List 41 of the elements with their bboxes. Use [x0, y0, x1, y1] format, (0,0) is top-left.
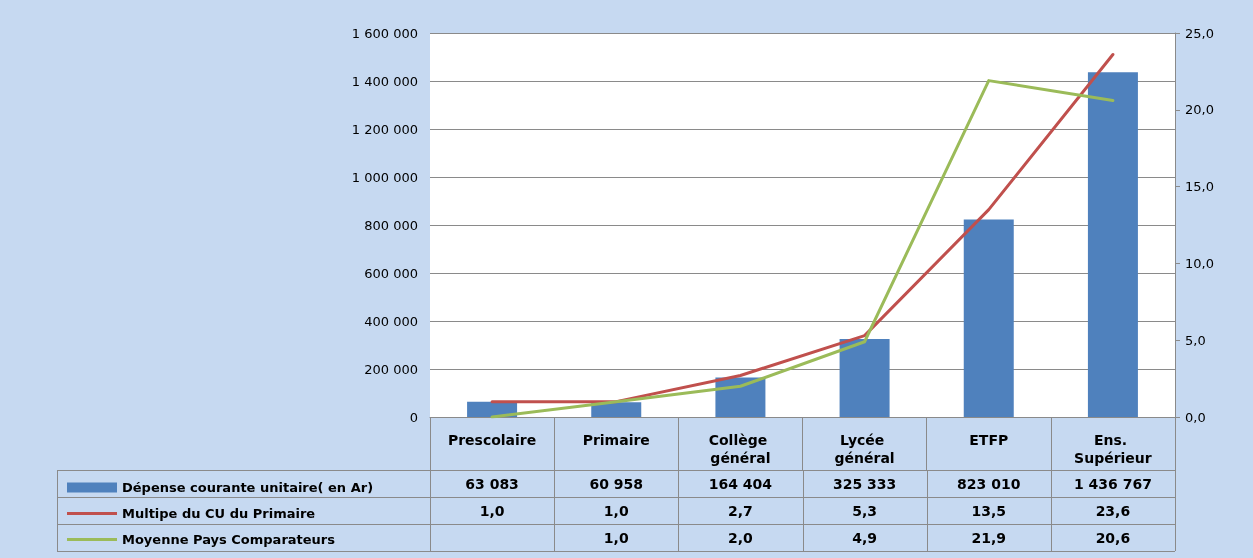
y-tick-label: 800 000 — [364, 217, 418, 233]
data-label: 2,0 — [727, 528, 754, 548]
y-tick-label: 1 600 000 — [351, 25, 418, 41]
y2-tick-label: 20,0 — [1185, 102, 1214, 118]
data-label: 1,0 — [478, 501, 506, 521]
data-label: 5,3 — [851, 501, 878, 521]
data-label: 23,6 — [1094, 501, 1132, 521]
y-tick-label: 400 000 — [364, 313, 418, 329]
y2-tick-label: 10,0 — [1185, 255, 1214, 271]
data-label: 63 083 — [464, 474, 520, 494]
data-label: 13,5 — [970, 501, 1007, 521]
data-label: 1 436 767 — [1072, 474, 1153, 494]
data-label: 1,0 — [602, 528, 630, 548]
y2-tick-label: 25,0 — [1185, 25, 1214, 41]
data-label: 325 333 — [831, 474, 898, 494]
x-tick-label: Ens. Supérieur — [1074, 432, 1152, 466]
y2-tick-label: 15,0 — [1185, 179, 1214, 195]
legend-label: Multipe du CU du Primaire — [122, 506, 316, 521]
x-tick-label: Primaire — [582, 432, 650, 448]
data-label: 20,6 — [1094, 528, 1132, 548]
y-tick-label: 200 000 — [364, 361, 418, 377]
legend-label: Moyenne Pays Comparateurs — [122, 532, 336, 547]
y2-tick-label: 5,0 — [1185, 332, 1206, 348]
y2-tick-label: 0,0 — [1185, 409, 1206, 425]
data-label: 823 010 — [956, 474, 1022, 494]
y-tick-label: 0 — [409, 409, 418, 425]
data-label: 4,9 — [851, 528, 878, 548]
y-tick-label: 1 400 000 — [351, 73, 418, 89]
data-label: 164 404 — [707, 474, 774, 494]
data-label: 21,9 — [970, 528, 1007, 548]
legend-label: Dépense courante unitaire( en Ar) — [122, 480, 374, 495]
x-tick-label: Prescolaire — [447, 432, 537, 448]
x-tick-label: Lycée général — [834, 432, 895, 466]
x-tick-label: Collège général — [708, 432, 773, 466]
data-label: 1,0 — [602, 501, 630, 521]
y-tick-label: 1 200 000 — [351, 121, 418, 137]
y-tick-label: 1 000 000 — [351, 169, 418, 185]
data-label: 60 958 — [588, 474, 645, 494]
data-label: 2,7 — [727, 501, 754, 521]
y-tick-label: 600 000 — [364, 265, 418, 281]
x-tick-label: ETFP — [969, 432, 1009, 448]
